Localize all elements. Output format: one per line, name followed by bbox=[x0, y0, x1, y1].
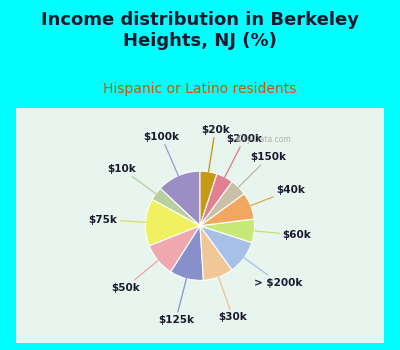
Wedge shape bbox=[200, 219, 254, 243]
Text: $40k: $40k bbox=[250, 185, 305, 206]
Wedge shape bbox=[149, 226, 200, 272]
Text: > $200k: > $200k bbox=[244, 258, 303, 288]
Wedge shape bbox=[200, 194, 254, 226]
Wedge shape bbox=[200, 226, 232, 280]
Text: ●: ● bbox=[234, 136, 241, 142]
Text: $60k: $60k bbox=[254, 230, 311, 240]
Text: $75k: $75k bbox=[89, 215, 146, 225]
Text: $10k: $10k bbox=[107, 164, 156, 194]
Text: $150k: $150k bbox=[238, 152, 287, 187]
Wedge shape bbox=[146, 199, 200, 246]
Wedge shape bbox=[200, 171, 217, 226]
Wedge shape bbox=[160, 171, 200, 226]
Text: $125k: $125k bbox=[158, 279, 194, 325]
Text: $50k: $50k bbox=[111, 260, 158, 293]
Text: $30k: $30k bbox=[218, 277, 247, 322]
Text: $20k: $20k bbox=[201, 125, 230, 172]
Text: $200k: $200k bbox=[225, 134, 262, 177]
Wedge shape bbox=[200, 182, 244, 226]
Wedge shape bbox=[200, 174, 232, 226]
Text: Income distribution in Berkeley
Heights, NJ (%): Income distribution in Berkeley Heights,… bbox=[41, 11, 359, 50]
Text: Hispanic or Latino residents: Hispanic or Latino residents bbox=[103, 82, 297, 96]
Text: City-Data.com: City-Data.com bbox=[236, 135, 291, 144]
Wedge shape bbox=[152, 188, 200, 226]
Wedge shape bbox=[200, 226, 252, 270]
Wedge shape bbox=[171, 226, 204, 280]
Text: $100k: $100k bbox=[144, 132, 180, 176]
